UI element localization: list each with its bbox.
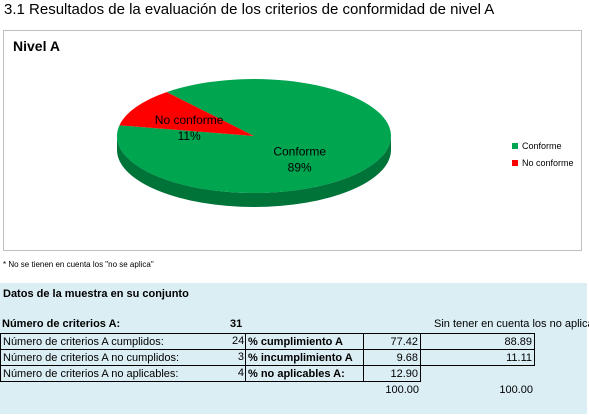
legend-swatch [512, 159, 518, 166]
row-pct: 12.90 [363, 365, 421, 382]
legend-swatch [512, 142, 518, 149]
slice-value-label: 89% [288, 160, 312, 174]
footnote: * No se tienen en cuenta los "no se apli… [3, 260, 154, 269]
row-count: 24 [232, 335, 245, 347]
row-count: 3 [237, 351, 244, 363]
legend-label: No conforme [522, 157, 574, 168]
no-aplica-note: Sin tener en cuenta los no aplica [434, 318, 589, 330]
row-pct: 77.42 [363, 333, 421, 350]
row-metric: % incumplimiento A [245, 349, 364, 366]
row-pct: 9.68 [363, 349, 421, 366]
total-pct-excl: 100.00 [499, 384, 533, 396]
pie-slice-conforme [116, 79, 391, 194]
row-pct-excl: 11.11 [420, 349, 535, 366]
slice-name-label: Conforme [273, 144, 326, 158]
chart-panel: Nivel A Conforme 89% No conforme 11% Confor… [3, 30, 582, 251]
legend-item: No conforme [512, 154, 574, 171]
row-label: Número de criterios A cumplidos: [0, 333, 246, 350]
pie-chart: Conforme 89% No conforme 11% [116, 79, 391, 207]
page-title: 3.1 Resultados de la evaluación de los c… [4, 1, 495, 18]
sample-title: Datos de la muestra en su conjunto [3, 288, 189, 300]
row-count: 4 [237, 367, 244, 379]
pie-slice-no-conforme [119, 92, 255, 136]
legend-label: Conforme [522, 140, 562, 151]
criteria-count-value: 31 [230, 318, 243, 330]
row-metric: % no aplicables A: [245, 365, 364, 382]
pie-side-0 [117, 136, 391, 207]
total-pct: 100.00 [385, 384, 419, 396]
row-pct-excl: 88.89 [420, 333, 535, 350]
legend-item: Conforme [512, 137, 574, 154]
row-label: Número de criterios A no aplicables: [0, 365, 246, 382]
slice-name-label: No conforme [155, 113, 224, 127]
row-pct-excl [420, 365, 535, 382]
criteria-count-label: Número de criterios A: [2, 318, 121, 330]
chart-title: Nivel A [13, 38, 60, 54]
row-metric: % cumplimiento A [245, 333, 364, 350]
slice-value-label: 11% [178, 129, 201, 143]
row-label: Número de criterios A no cumplidos: [0, 349, 246, 366]
sample-panel: Datos de la muestra en su conjunto Númer… [0, 283, 589, 414]
legend: Conforme No conforme [512, 137, 574, 171]
